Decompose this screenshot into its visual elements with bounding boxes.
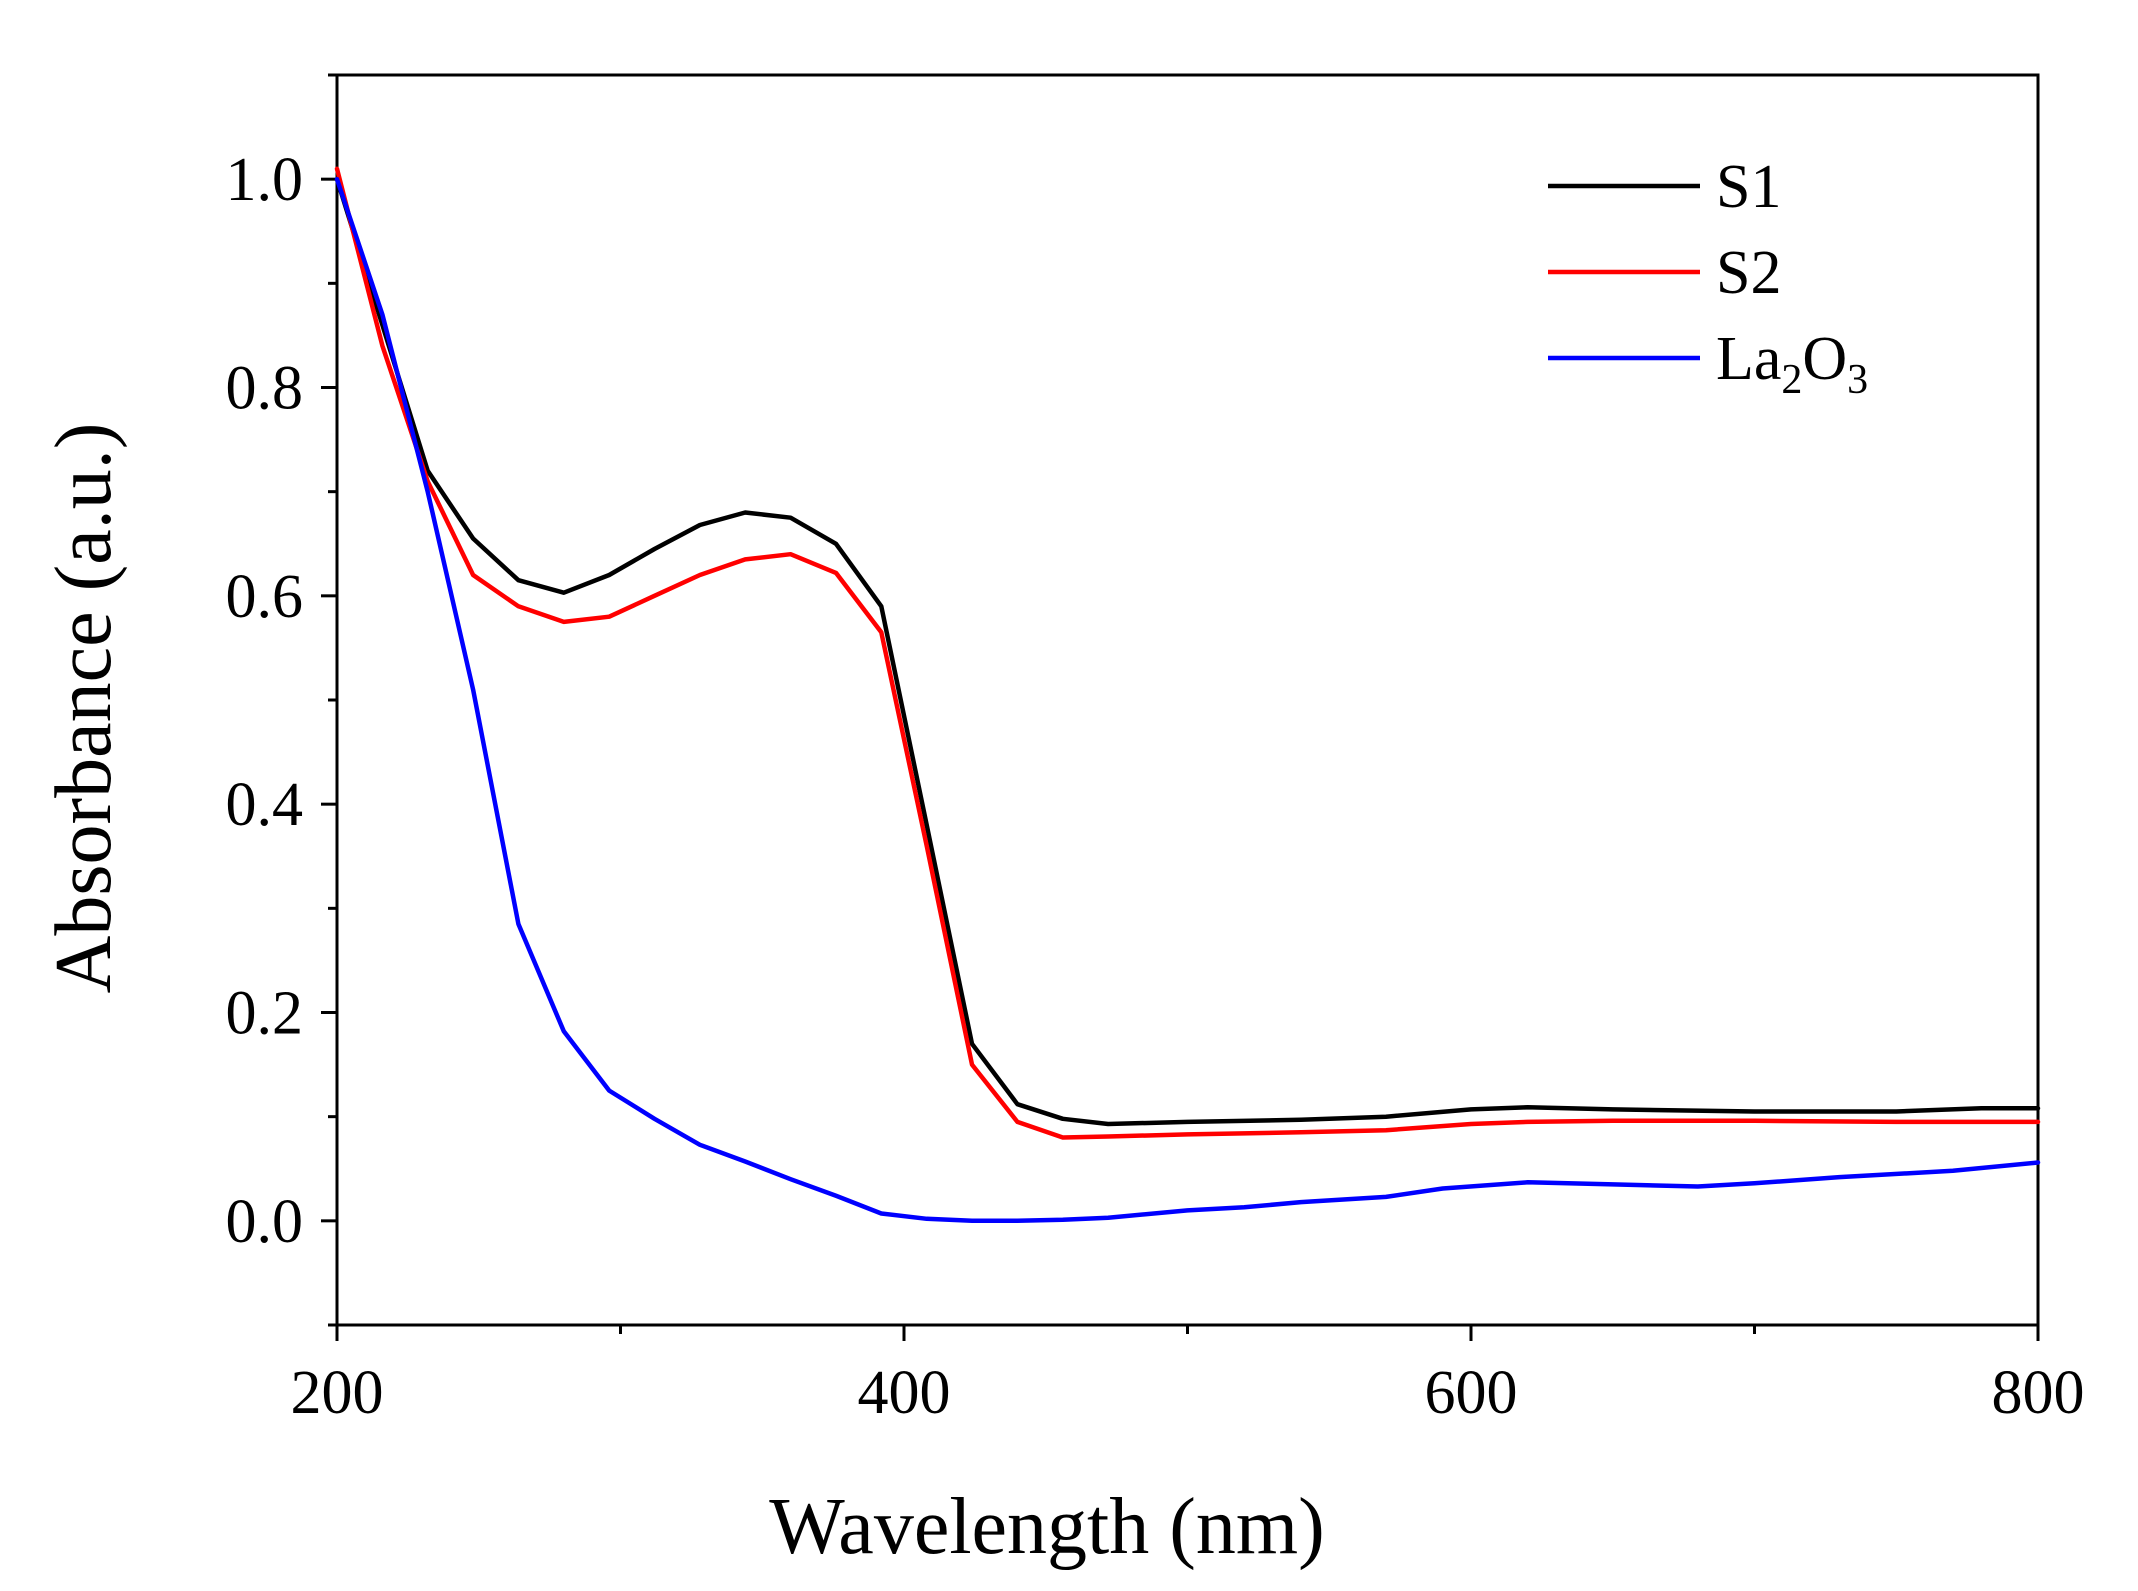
x-axis-title: Wavelength (nm): [769, 1483, 1325, 1571]
x-tick-label: 800: [1992, 1359, 2085, 1427]
y-tick-label: 0.2: [226, 980, 304, 1048]
x-tick-label: 200: [291, 1359, 384, 1427]
series-lines: [334, 166, 2041, 1224]
y-tick-label: 1.0: [226, 146, 304, 214]
legend-label-s2: S2: [1716, 239, 1781, 307]
legend-label-la2o3: La2O3: [1716, 325, 1868, 403]
legend: S1 S2 La2O3: [1548, 153, 1868, 403]
y-tick-label: 0.8: [226, 355, 304, 423]
x-tick-label: 400: [858, 1359, 951, 1427]
y-axis-title: Absorbance (a.u.): [40, 423, 128, 994]
y-tick-label: 0.6: [226, 563, 304, 631]
series-line-s1: [334, 176, 2041, 1127]
y-tick-label: 0.0: [226, 1188, 304, 1256]
axis-ticks: 200 400 600 800 0.0 0.2 0.4 0.6 0.8 1.0: [226, 73, 2085, 1427]
y-tick-label: 0.4: [226, 771, 304, 839]
x-tick-label: 600: [1425, 1359, 1518, 1427]
series-line-s2: [334, 166, 2041, 1140]
legend-label-s1: S1: [1716, 153, 1781, 221]
series-line-la2o3: [334, 176, 2041, 1224]
plot-frame: [335, 73, 2040, 1327]
